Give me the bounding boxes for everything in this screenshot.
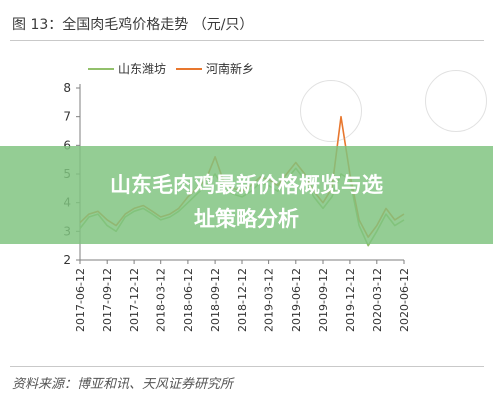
- title-divider: [10, 40, 484, 41]
- x-tick-label: 2017-06-12: [74, 268, 87, 332]
- source-divider: [10, 366, 484, 367]
- y-tick-label: 7: [63, 110, 71, 124]
- headline-text: 山东毛肉鸡最新价格概览与选 址策略分析: [0, 168, 493, 236]
- legend-swatch-henan: [176, 67, 203, 70]
- legend-item-henan: 河南新乡: [176, 60, 254, 77]
- x-tick-label: 2018-06-12: [182, 268, 195, 332]
- x-tick-label: 2018-12-12: [236, 268, 249, 332]
- watermark-seal: [300, 80, 362, 142]
- headline-banner: [0, 146, 493, 244]
- x-tick-label: 2019-06-12: [290, 268, 303, 332]
- x-tick-label: 2017-12-12: [128, 268, 141, 332]
- x-tick-label: 2018-03-12: [155, 268, 168, 332]
- legend-label-henan: 河南新乡: [206, 62, 255, 76]
- source-note: 资料来源：博亚和讯、天风证券研究所: [12, 377, 234, 392]
- legend-item-shandong: 山东潍坊: [88, 60, 166, 77]
- figure-title: 图 13：全国肉毛鸡价格走势 （元/只）: [12, 17, 254, 33]
- x-tick-label: 2019-09-12: [317, 268, 330, 332]
- x-tick-label: 2020-06-12: [398, 268, 411, 332]
- x-tick-label: 2017-09-12: [101, 268, 114, 332]
- watermark-seal: [425, 70, 487, 132]
- headline-line-2: 址策略分析: [194, 207, 299, 231]
- y-tick-label: 8: [63, 81, 71, 95]
- x-tick-label: 2020-03-12: [371, 268, 384, 332]
- headline-line-1: 山东毛肉鸡最新价格概览与选: [110, 173, 383, 197]
- x-tick-label: 2019-12-12: [344, 268, 357, 332]
- chart-legend: 山东潍坊 河南新乡: [88, 60, 254, 77]
- legend-label-shandong: 山东潍坊: [118, 62, 167, 76]
- y-tick-label: 6: [63, 138, 71, 152]
- y-tick-label: 2: [63, 253, 71, 267]
- x-tick-label: 2018-09-12: [209, 268, 222, 332]
- legend-swatch-shandong: [88, 67, 114, 70]
- x-tick-label: 2019-03-12: [263, 268, 276, 332]
